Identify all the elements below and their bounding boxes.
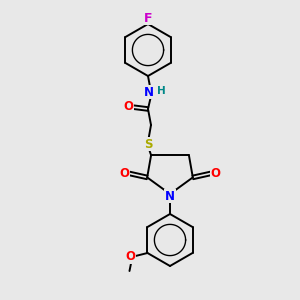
Text: H: H [157,86,166,96]
Text: N: N [165,190,175,202]
Text: O: O [123,100,133,113]
Text: O: O [211,167,221,180]
Text: N: N [144,85,154,98]
Text: O: O [125,250,136,263]
Text: F: F [144,11,152,25]
Text: O: O [119,167,129,180]
Text: S: S [144,137,152,151]
